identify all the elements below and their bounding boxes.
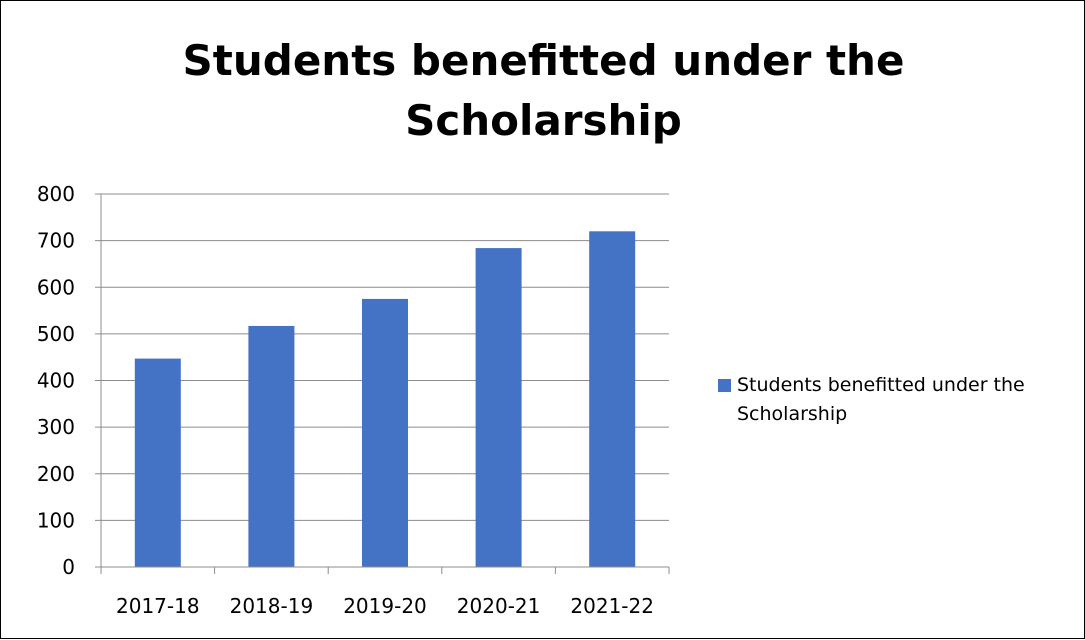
- chart-title: Students benefitted under the Scholarshi…: [182, 36, 905, 145]
- bar-2017-18: [134, 358, 181, 567]
- bar-2021-22: [589, 231, 636, 568]
- legend-swatch: [718, 379, 731, 392]
- y-tick-label-700: 700: [37, 229, 75, 253]
- bar-2018-19: [248, 325, 295, 567]
- bars: [134, 231, 636, 568]
- y-tick-label-100: 100: [37, 508, 75, 532]
- legend-label: Students benefitted under the Scholarshi…: [737, 374, 1025, 425]
- y-tick-label-400: 400: [37, 369, 75, 393]
- y-tick-label-500: 500: [37, 322, 75, 346]
- bar-2020-21: [475, 248, 522, 567]
- y-axis-ticks: 0 100 200 300 400 500 600 700 800: [37, 182, 101, 579]
- y-tick-label-0: 0: [62, 555, 75, 579]
- x-tick-label-2019-20: 2019-20: [343, 594, 427, 618]
- y-tick-label-300: 300: [37, 415, 75, 439]
- x-tick-label-2021-22: 2021-22: [570, 594, 654, 618]
- x-tick-label-2018-19: 2018-19: [230, 594, 314, 618]
- x-tick-label-2017-18: 2017-18: [116, 594, 200, 618]
- y-tick-label-600: 600: [37, 275, 75, 299]
- y-tick-label-200: 200: [37, 462, 75, 486]
- x-tick-label-2020-21: 2020-21: [457, 594, 541, 618]
- axes: [100, 194, 669, 568]
- bar-2019-20: [362, 298, 408, 567]
- y-tick-label-800: 800: [37, 182, 75, 206]
- x-axis-ticks: 2017-18 2018-19 2019-20 2020-21 2021-22: [100, 567, 670, 618]
- legend: Students benefitted under the Scholarshi…: [718, 371, 1078, 429]
